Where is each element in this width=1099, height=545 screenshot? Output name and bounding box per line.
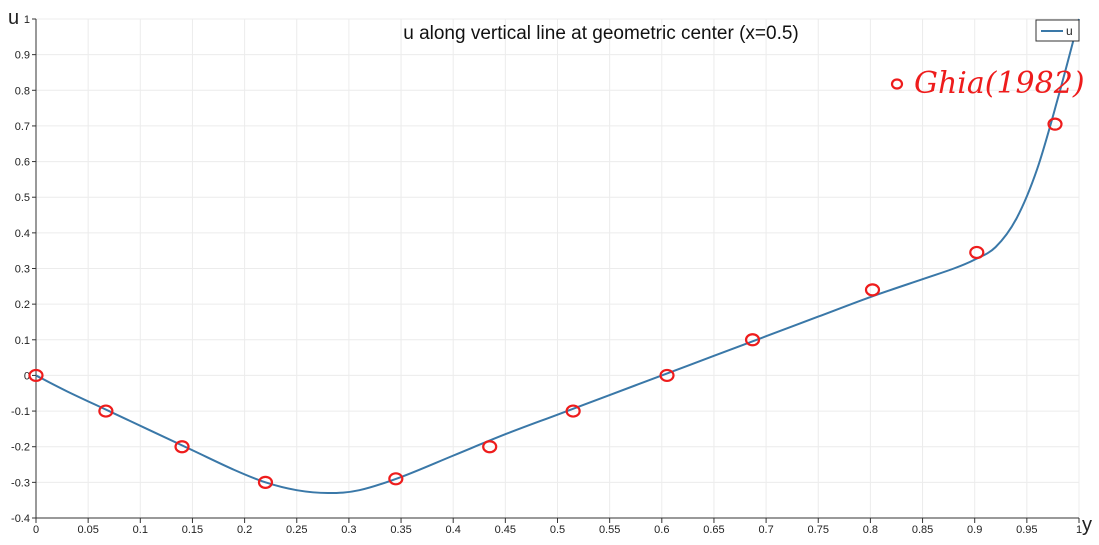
y-tick-label: 0.5 [15, 192, 30, 204]
x-tick-label: 0.95 [1016, 524, 1037, 536]
y-tick-label: -0.2 [11, 442, 30, 454]
y-tick-label: 0.7 [15, 121, 30, 133]
y-tick-label: -0.4 [11, 513, 30, 525]
legend-entry: u [1066, 24, 1073, 38]
y-tick-label: 0 [24, 370, 30, 382]
x-tick-label: 0.85 [912, 524, 933, 536]
x-tick-label: 0.75 [808, 524, 829, 536]
reference-point [864, 283, 881, 297]
reference-point [388, 472, 404, 486]
x-tick-label: 0.7 [758, 524, 773, 536]
reference-point [565, 404, 581, 418]
reference-annotation: Ghia(1982) [890, 66, 1085, 101]
x-tick-label: 0.1 [133, 524, 148, 536]
y-tick-label: 1 [24, 14, 30, 26]
y-axis-ticks: -0.4 -0.3 -0.2 -0.1 0 0.1 0.2 0.3 0.4 0.5 0.6 0.7 0.… [11, 14, 36, 525]
x-tick-label: 0.55 [599, 524, 620, 536]
x-tick-label: 0.15 [182, 524, 203, 536]
x-tick-label: 0.3 [341, 524, 356, 536]
reference-point [98, 404, 114, 418]
legend: u [1035, 19, 1080, 42]
x-tick-label: 0.9 [967, 524, 982, 536]
annotation-marker [890, 78, 904, 90]
y-tick-label: 0.3 [15, 264, 30, 276]
x-tick-label: 0.05 [77, 524, 98, 536]
y-axis-label: u [8, 7, 19, 29]
chart-title: u along vertical line at geometric cente… [403, 23, 799, 44]
series-line-u [35, 18, 1080, 495]
x-axis-label: y [1082, 514, 1092, 536]
y-tick-label: 0.9 [15, 50, 30, 62]
reference-point [482, 440, 498, 454]
x-tick-label: 0.45 [495, 524, 516, 536]
y-tick-label: 0.4 [15, 228, 30, 240]
x-tick-label: 1 [1076, 524, 1082, 536]
x-tick-label: 0.65 [703, 524, 724, 536]
y-tick-label: -0.3 [11, 477, 30, 489]
reference-point [28, 368, 44, 383]
series-layer [35, 18, 1080, 495]
reference-points [28, 117, 1063, 489]
x-tick-label: 0.35 [390, 524, 411, 536]
y-tick-label: 0.2 [15, 299, 30, 311]
x-tick-label: 0.6 [654, 524, 669, 536]
x-tick-label: 0.4 [446, 524, 461, 536]
reference-point [659, 368, 675, 383]
reference-point [969, 245, 985, 260]
y-tick-label: -0.1 [11, 406, 30, 418]
x-tick-label: 0 [33, 524, 39, 536]
reference-point [257, 475, 274, 489]
y-tick-label: 0.6 [15, 157, 30, 169]
x-tick-label: 0.2 [237, 524, 252, 536]
y-tick-label: 0.1 [15, 335, 30, 347]
x-tick-label: 0.25 [286, 524, 307, 536]
reference-point [174, 440, 190, 454]
reference-point [1047, 117, 1063, 131]
x-tick-label: 0.5 [550, 524, 565, 536]
x-axis-ticks: 0 0.05 0.1 0.15 0.2 0.25 0.3 0.35 0.4 0.45 0.5 0.55… [33, 518, 1082, 536]
x-tick-label: 0.8 [863, 524, 878, 536]
reference-point [744, 333, 761, 347]
annotation-label: Ghia(1982) [914, 66, 1085, 101]
y-tick-label: 0.8 [15, 85, 30, 97]
